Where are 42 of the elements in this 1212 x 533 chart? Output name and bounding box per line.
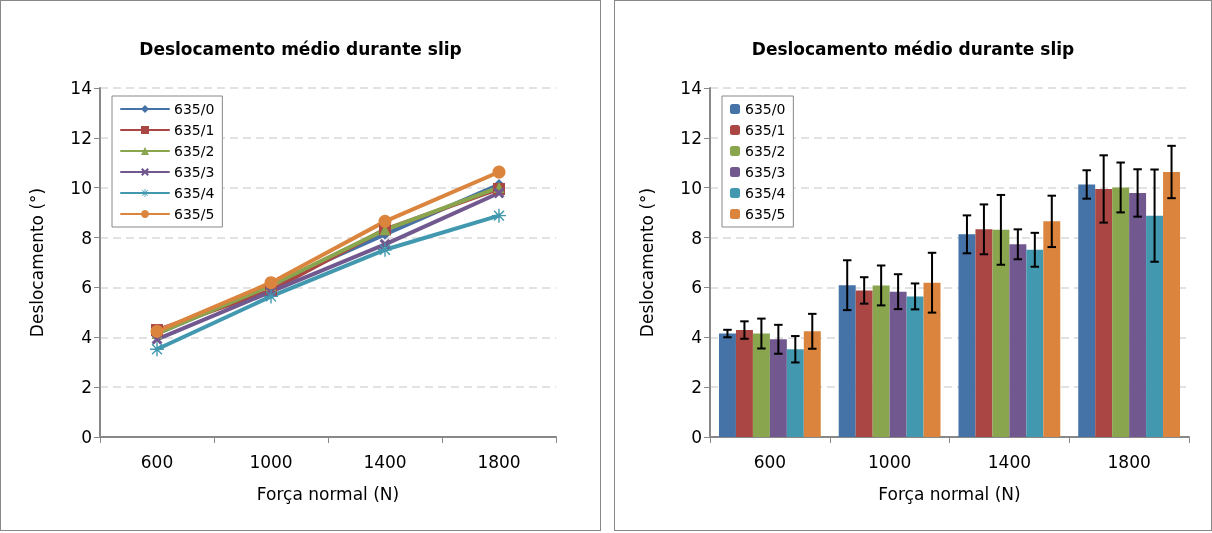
legend-label: 635/4 [745,185,786,201]
x-tick-label: 1400 [363,451,407,472]
x-tick-label: 1800 [1107,451,1151,472]
legend-label: 635/4 [174,185,215,201]
y-tick-label: 2 [691,377,702,398]
y-tick-label: 10 [680,177,702,198]
y-tick-label: 12 [70,127,92,148]
y-tick-label: 4 [691,327,702,348]
legend-label: 635/3 [174,164,215,180]
x-tick-label: 1000 [249,451,293,472]
legend-label: 635/0 [174,101,215,117]
x-tick-label: 600 [753,451,787,472]
legend-label: 635/5 [174,206,215,222]
y-tick-label: 14 [680,78,702,98]
legend-label: 635/0 [745,101,786,117]
y-axis-title: Deslocamento (°) [26,187,47,338]
x-axis-title: Força normal (N) [878,483,1021,504]
y-tick-label: 6 [81,277,92,298]
x-tick-label: 600 [140,451,174,472]
y-axis-title: Deslocamento (°) [636,187,657,338]
legend-label: 635/2 [174,143,215,159]
y-tick-label: 6 [691,277,702,298]
chart-title: Deslocamento médio durante slip [751,38,1075,59]
chart-title: Deslocamento médio durante slip [139,38,462,59]
legend-label: 635/2 [745,143,786,159]
y-tick-label: 0 [691,427,702,447]
x-axis-title: Força normal (N) [256,483,400,504]
y-tick-label: 10 [70,177,92,198]
legend-label: 635/5 [745,206,786,222]
y-tick-label: 14 [70,78,92,98]
legend-label: 635/1 [745,122,786,138]
legend-label: 635/1 [174,122,215,138]
x-tick-label: 1000 [867,451,912,472]
x-tick-label: 1400 [987,451,1032,472]
legend-label: 635/3 [745,164,786,180]
y-tick-label: 0 [81,427,92,447]
x-tick-label: 1800 [477,451,521,472]
y-tick-label: 8 [691,227,702,248]
y-tick-label: 2 [81,377,92,398]
y-tick-label: 8 [81,227,92,248]
y-tick-label: 12 [680,127,702,148]
y-tick-label: 4 [81,327,92,348]
